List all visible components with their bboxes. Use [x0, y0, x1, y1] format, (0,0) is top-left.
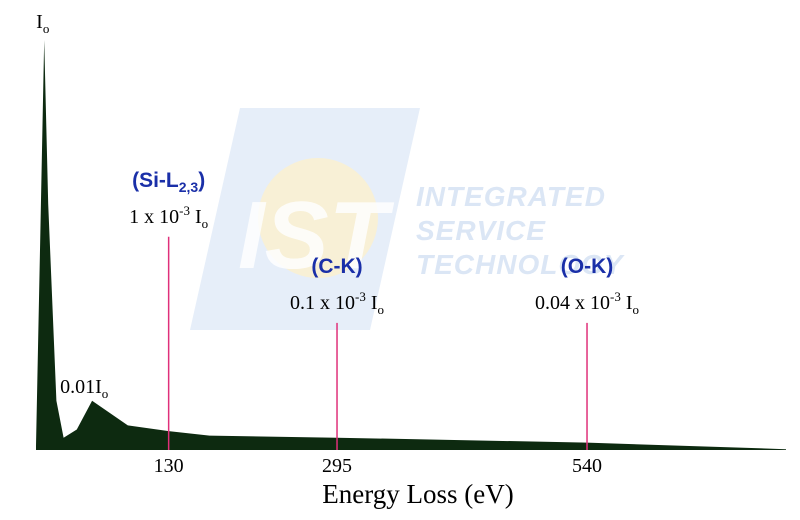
- edge-intensity-0: 1 x 10-3 Io: [129, 203, 208, 231]
- watermark: IST INTEGRATED SERVICE TECHNOLOGY: [190, 108, 625, 330]
- x-tick-label-1: 295: [322, 455, 352, 477]
- spectrum-area: [36, 40, 786, 450]
- peak-label-plasmon: 0.01Io: [60, 376, 108, 401]
- edge-name-0: (Si-L2,3): [132, 169, 205, 195]
- x-tick-label-2: 540: [572, 455, 602, 477]
- watermark-sun: [258, 158, 378, 278]
- x-axis-ticks: 130 295 540: [154, 455, 602, 477]
- edge-name-2: (O-K): [561, 255, 613, 278]
- x-tick-label-0: 130: [154, 455, 184, 477]
- watermark-line-1: INTEGRATED: [416, 181, 606, 212]
- watermark-logo-text: IST: [238, 182, 395, 289]
- edge-name-1: (C-K): [311, 255, 362, 278]
- edge-intensity-2: 0.04 x 10-3 Io: [535, 289, 639, 317]
- watermark-line-2: SERVICE: [416, 215, 546, 246]
- watermark-line-3: TECHNOLOGY: [416, 249, 625, 280]
- peak-label-zero-loss: Io: [36, 11, 49, 36]
- plot-area: [36, 40, 786, 450]
- x-axis-label: Energy Loss (eV): [322, 479, 513, 509]
- edge-labels: (Si-L2,3) 1 x 10-3 Io (C-K) 0.1 x 10-3 Io (O…: [129, 169, 639, 317]
- edge-lines: [167, 236, 588, 450]
- edge-intensity-1: 0.1 x 10-3 Io: [290, 289, 384, 317]
